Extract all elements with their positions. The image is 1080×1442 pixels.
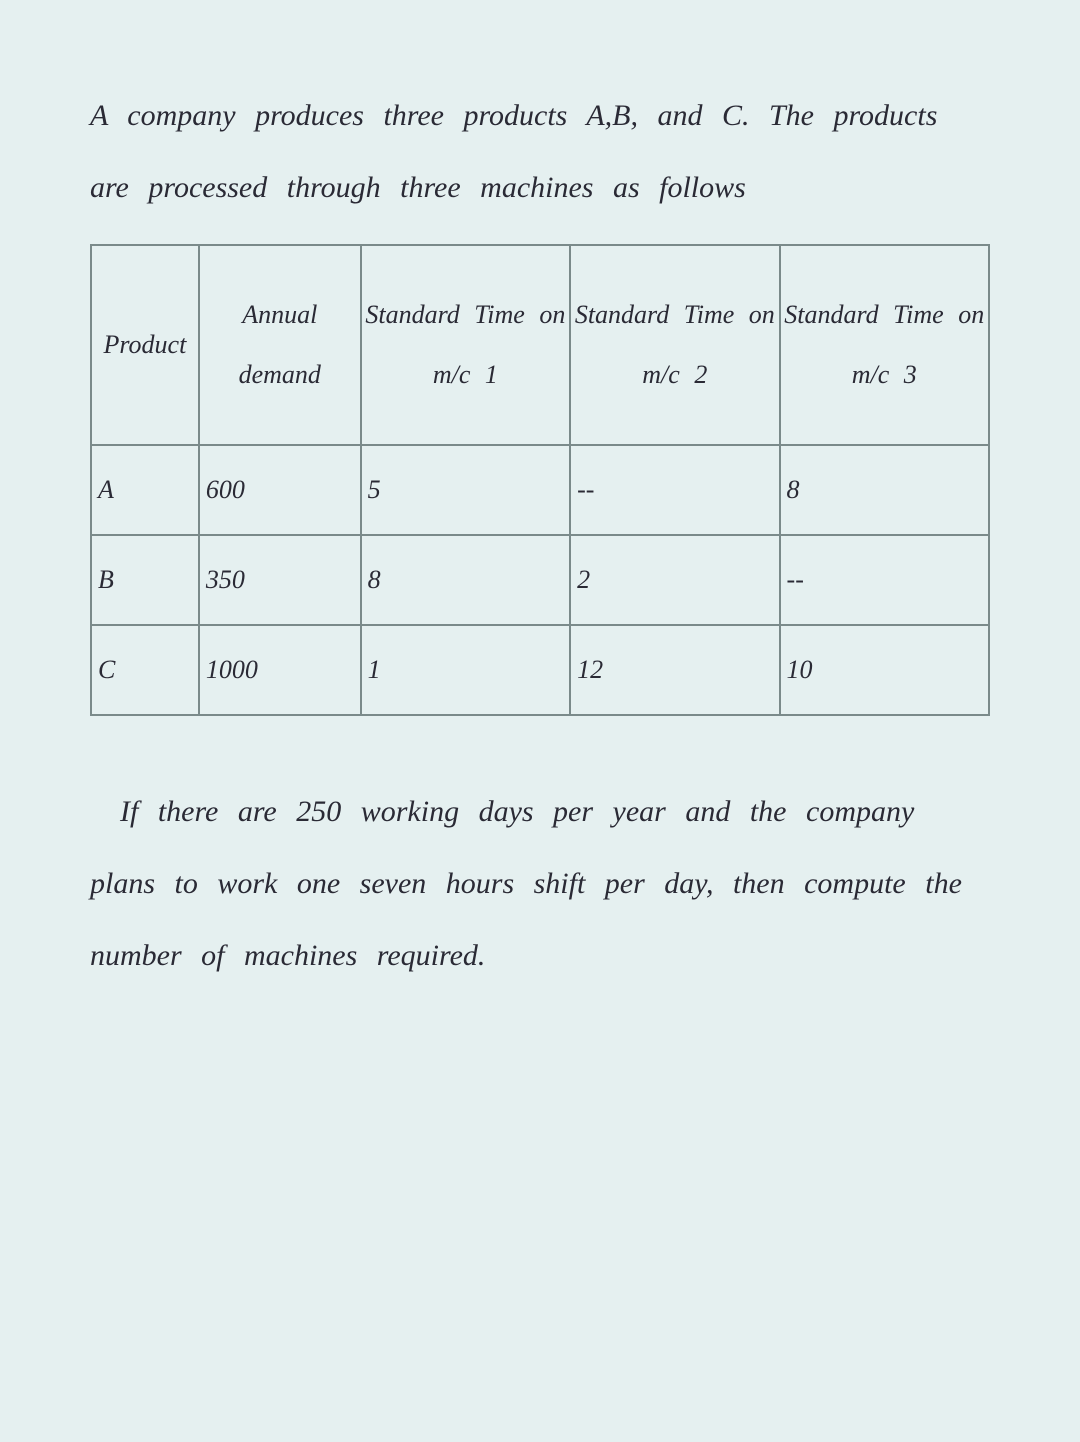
cell-mc2: 12	[570, 625, 779, 715]
table-header-row: Product Annual demand Standard Time on m…	[91, 245, 989, 445]
cell-product: B	[91, 535, 199, 625]
cell-product: C	[91, 625, 199, 715]
cell-mc3: 8	[780, 445, 989, 535]
cell-mc3: 10	[780, 625, 989, 715]
cell-mc2: 2	[570, 535, 779, 625]
column-header-mc1: Standard Time on m/c 1	[361, 245, 570, 445]
cell-demand: 1000	[199, 625, 361, 715]
column-header-demand: Annual demand	[199, 245, 361, 445]
cell-product: A	[91, 445, 199, 535]
table-row: C 1000 1 12 10	[91, 625, 989, 715]
cell-mc1: 1	[361, 625, 570, 715]
outro-paragraph: If there are 250 working days per year a…	[90, 776, 990, 992]
cell-mc2: --	[570, 445, 779, 535]
cell-mc1: 5	[361, 445, 570, 535]
cell-mc1: 8	[361, 535, 570, 625]
table-row: A 600 5 -- 8	[91, 445, 989, 535]
cell-demand: 600	[199, 445, 361, 535]
table-row: B 350 8 2 --	[91, 535, 989, 625]
products-table: Product Annual demand Standard Time on m…	[90, 244, 990, 716]
intro-paragraph: A company produces three products A,B, a…	[90, 80, 990, 224]
column-header-mc3: Standard Time on m/c 3	[780, 245, 989, 445]
cell-demand: 350	[199, 535, 361, 625]
cell-mc3: --	[780, 535, 989, 625]
column-header-product: Product	[91, 245, 199, 445]
column-header-mc2: Standard Time on m/c 2	[570, 245, 779, 445]
